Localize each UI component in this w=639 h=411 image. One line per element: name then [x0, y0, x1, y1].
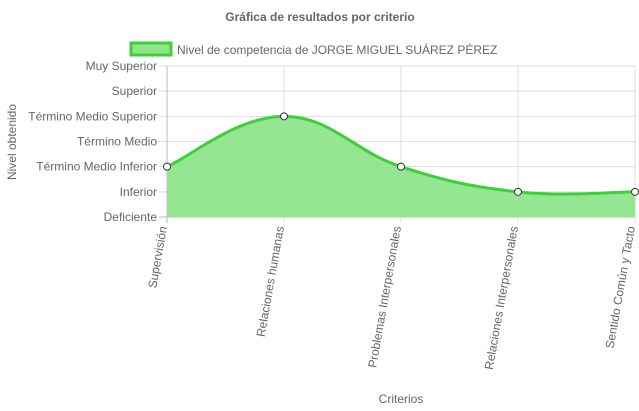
x-tick-label: Problemas Interpersonales — [365, 225, 404, 369]
data-point — [397, 162, 405, 171]
y-tick-label: Muy Superior — [86, 59, 157, 73]
x-axis-ticks: Supervisión Relaciones humanas Problemas I… — [145, 225, 638, 371]
y-tick-label: Término Medio Inferior — [36, 160, 157, 174]
y-axis-ticks: Deficiente Inferior Término Medio Inferior… — [28, 59, 157, 224]
y-axis-title: Nivel obtenido — [5, 104, 19, 180]
x-tick-label: Supervisión — [145, 225, 170, 289]
legend-label: Nivel de competencia de JORGE MIGUEL SUÁ… — [177, 42, 497, 57]
data-point — [514, 187, 522, 196]
y-tick-label: Término Medio Superior — [28, 109, 157, 123]
y-tick-label: Deficiente — [104, 210, 158, 224]
x-tick-label: Relaciones Interpersonales — [482, 225, 521, 371]
y-tick-label: Término Medio — [77, 135, 157, 149]
legend-swatch — [129, 41, 173, 57]
x-tick-label: Relaciones humanas — [254, 225, 287, 338]
chart-title: Gráfica de resultados por criterio — [225, 10, 414, 24]
x-axis-title: Criterios — [379, 392, 424, 406]
series-area — [163, 112, 639, 217]
y-tick-label: Inferior — [120, 185, 157, 199]
data-point — [163, 162, 171, 171]
x-tick-label: Sentido Común y Tacto — [603, 225, 638, 350]
y-tick-label: Superior — [112, 84, 157, 98]
legend[interactable]: Nivel de competencia de JORGE MIGUEL SUÁ… — [129, 41, 497, 57]
data-point — [280, 112, 288, 121]
data-point — [631, 187, 639, 196]
